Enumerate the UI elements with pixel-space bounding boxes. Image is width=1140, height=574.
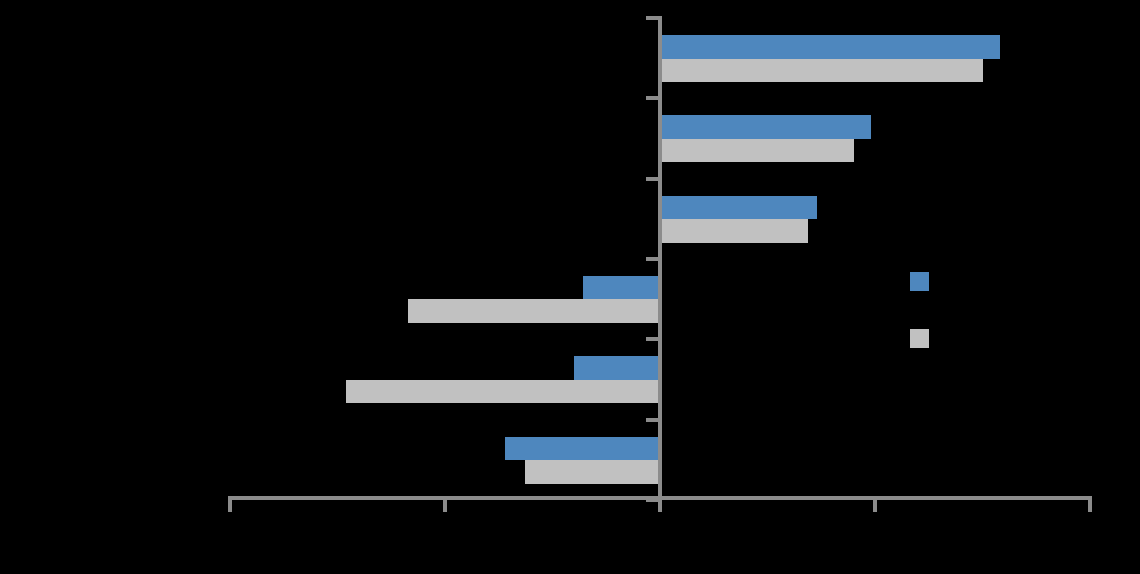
y-axis-tick-0 <box>646 16 658 20</box>
bar-blue-1 <box>660 115 871 139</box>
bar-gray-2 <box>660 219 809 243</box>
bar-gray-0 <box>660 58 983 82</box>
bar-gray-4 <box>346 379 660 404</box>
bar-blue-3 <box>582 275 660 300</box>
x-axis-tick-2 <box>658 500 662 512</box>
y-axis-tick-1 <box>646 96 658 101</box>
x-axis-tick-0 <box>228 500 232 512</box>
bar-blue-4 <box>574 356 660 380</box>
legend-swatch-gray <box>910 329 929 348</box>
bar-blue-0 <box>660 35 1000 59</box>
bar-blue-5 <box>505 436 660 461</box>
y-axis-tick-2 <box>646 176 658 181</box>
x-axis-tick-1 <box>443 500 447 512</box>
x-axis-tick-4 <box>1088 500 1092 512</box>
bar-gray-5 <box>524 460 660 484</box>
y-axis-line <box>658 16 662 500</box>
y-axis-tick-5 <box>646 417 658 422</box>
x-axis-line <box>228 496 1092 500</box>
x-axis-tick-3 <box>873 500 877 512</box>
legend-swatch-blue <box>910 272 929 291</box>
bar-gray-1 <box>660 138 854 163</box>
bar-blue-2 <box>660 195 817 220</box>
y-axis-tick-4 <box>646 337 658 342</box>
bar-gray-3 <box>408 299 660 323</box>
y-axis-tick-3 <box>646 256 658 261</box>
